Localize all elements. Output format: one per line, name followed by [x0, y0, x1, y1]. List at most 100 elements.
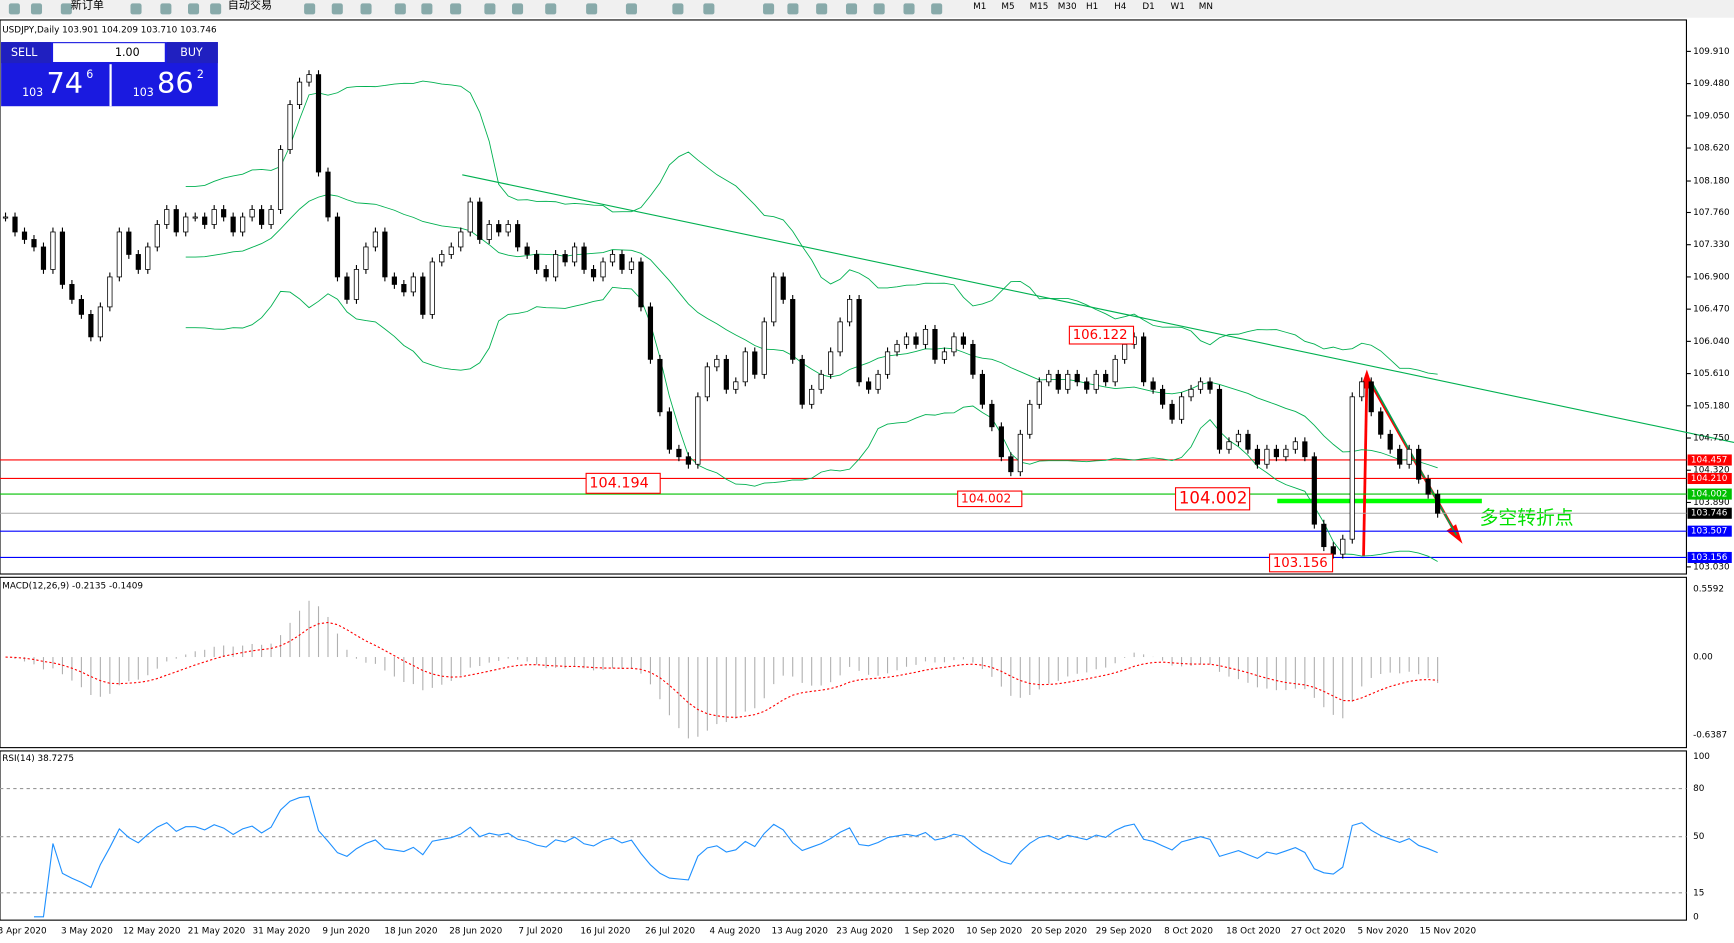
candle	[695, 396, 701, 465]
macd-signal	[5, 621, 1438, 718]
candle	[638, 261, 644, 308]
lots-input[interactable]: 1.00	[115, 46, 140, 59]
candle	[315, 74, 322, 173]
x-tick-label: 10 Sep 2020	[966, 927, 1022, 937]
bollinger-band	[185, 194, 1438, 469]
rsi-frame	[0, 750, 1688, 921]
candle	[363, 246, 369, 270]
icon	[394, 3, 406, 15]
trend-line	[462, 174, 1734, 443]
candle	[221, 209, 227, 218]
candle	[714, 358, 720, 368]
candle	[1084, 381, 1090, 390]
icon	[331, 3, 343, 15]
candle	[733, 381, 739, 390]
annotation-box	[1068, 325, 1135, 345]
auto-trading[interactable]: 自动交易	[228, 0, 272, 12]
candle	[296, 81, 303, 105]
icon	[512, 3, 524, 15]
rsi-tick-label: 15	[1693, 888, 1704, 898]
x-tick-label: 8 Oct 2020	[1164, 927, 1213, 937]
y-tick-label: 109.910	[1693, 47, 1730, 57]
candle	[401, 284, 407, 293]
icon	[625, 3, 637, 15]
candle	[183, 216, 189, 233]
x-tick-label: 13 Aug 2020	[771, 927, 828, 937]
y-tick-label: 104.320	[1693, 466, 1730, 476]
candle	[1027, 403, 1033, 435]
icon	[816, 3, 828, 15]
timeframe-button[interactable]: M1	[973, 2, 986, 12]
level-label: 104.210	[1691, 474, 1728, 484]
candle	[515, 224, 521, 248]
candle	[59, 231, 66, 285]
candle	[922, 328, 929, 345]
timeframe-button[interactable]: H4	[1114, 2, 1127, 12]
x-tick-label: 7 Jul 2020	[518, 927, 563, 937]
candle	[116, 231, 122, 278]
candle	[847, 299, 853, 323]
y-tick-label: 106.470	[1693, 305, 1730, 315]
y-tick-label: 109.050	[1693, 111, 1730, 121]
candle	[723, 358, 729, 390]
candle	[1359, 381, 1365, 398]
icon	[304, 3, 316, 15]
sell-button[interactable]: SELL	[11, 46, 38, 59]
candle	[666, 411, 673, 450]
candle	[486, 224, 492, 240]
sell-pip: 6	[86, 68, 93, 81]
icon	[672, 3, 684, 15]
buy-pip: 2	[197, 68, 204, 81]
annotation: 103.156	[1273, 556, 1328, 571]
timeframe-button[interactable]: MN	[1199, 2, 1213, 12]
annotation-box	[957, 490, 1023, 508]
candle	[913, 336, 919, 345]
macd-tick-label: -0.6387	[1693, 730, 1727, 740]
annotation: 104.194	[589, 475, 648, 491]
candle	[932, 328, 938, 360]
timeframe-button[interactable]: W1	[1171, 2, 1185, 12]
new-order[interactable]: 新订单	[71, 0, 104, 12]
timeframe-button[interactable]: M30	[1058, 2, 1077, 12]
candle	[1264, 448, 1270, 465]
candle	[126, 231, 132, 255]
candle	[1435, 493, 1441, 514]
level-tag	[1687, 472, 1732, 485]
candle	[1283, 448, 1289, 458]
icon	[8, 3, 20, 15]
candle	[439, 254, 445, 263]
candle	[1036, 381, 1042, 405]
candle	[657, 358, 663, 413]
sell-big: 103	[22, 86, 43, 99]
timeframe-button[interactable]: M15	[1030, 2, 1049, 12]
timeframe-button[interactable]: H1	[1086, 2, 1098, 12]
candle	[1416, 448, 1422, 480]
candle	[458, 231, 464, 248]
x-tick-label: 15 Nov 2020	[1420, 927, 1477, 937]
candle	[1207, 381, 1213, 390]
candle	[420, 276, 426, 315]
candle	[448, 246, 454, 255]
candle	[1055, 373, 1061, 390]
timeframe-button[interactable]: D1	[1142, 2, 1154, 12]
annotation-box	[585, 472, 661, 494]
candle	[600, 261, 606, 278]
buy-button[interactable]: BUY	[180, 46, 203, 59]
candle	[1017, 433, 1023, 473]
candle	[1368, 381, 1374, 413]
timeframe-button[interactable]: M5	[1001, 2, 1014, 12]
candle	[685, 456, 691, 465]
candle	[391, 276, 397, 285]
candle	[277, 149, 284, 210]
icon	[210, 3, 222, 15]
candle	[903, 336, 910, 345]
candle	[50, 231, 56, 270]
level-label: 103.746	[1691, 509, 1728, 519]
icon	[787, 3, 799, 15]
candle	[202, 216, 208, 225]
icon	[931, 3, 943, 15]
candle	[467, 201, 473, 233]
icon	[484, 3, 496, 15]
